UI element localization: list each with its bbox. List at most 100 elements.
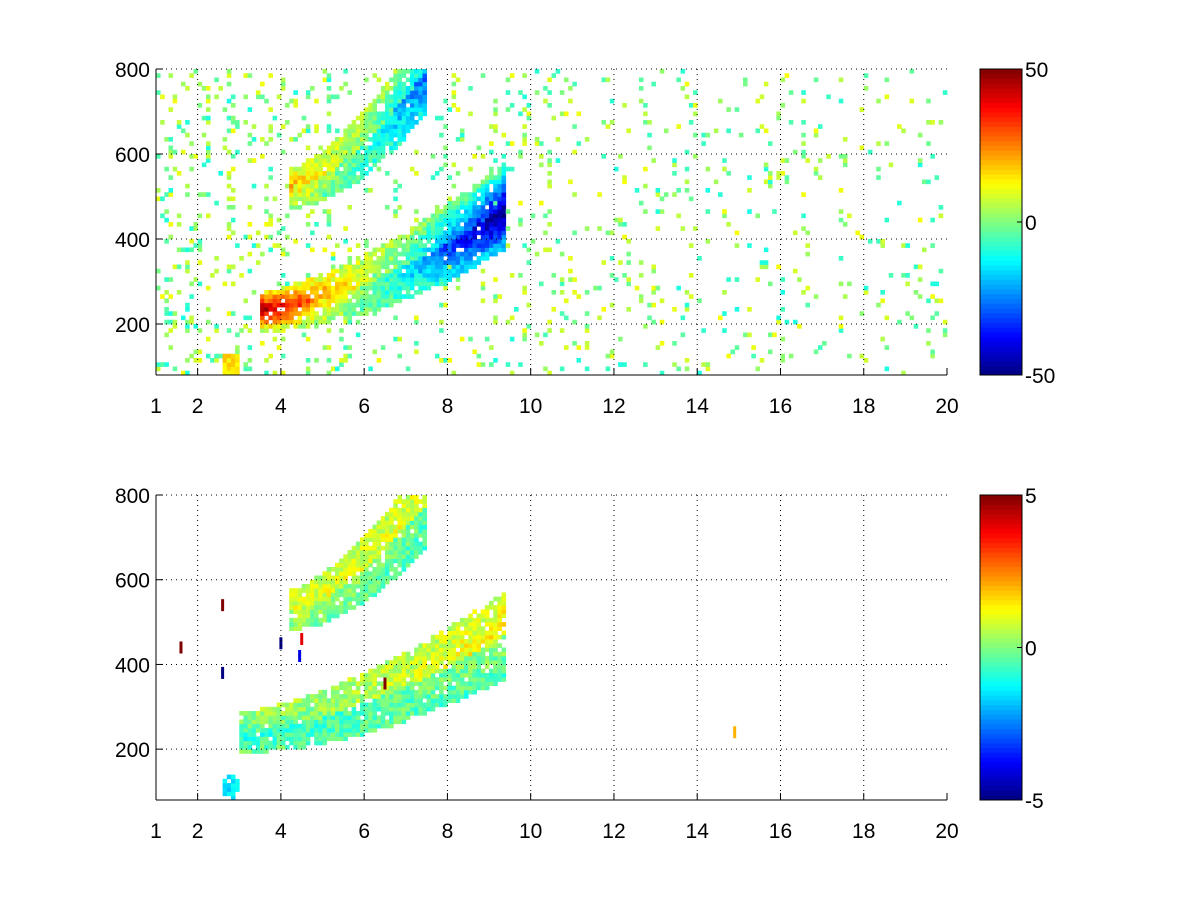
heatmap-cell	[297, 588, 303, 593]
heatmap-cell	[239, 740, 244, 746]
heatmap-cell	[384, 685, 390, 691]
heatmap-cell	[343, 285, 348, 291]
heatmap-cell	[805, 230, 811, 236]
heatmap-cell	[405, 277, 411, 282]
heatmap-cell	[409, 511, 415, 517]
heatmap-cell	[484, 192, 490, 197]
heatmap-cell	[426, 702, 432, 708]
heatmap-cell	[501, 630, 507, 636]
heatmap-cell	[368, 528, 373, 534]
heatmap-cell	[434, 660, 440, 665]
heatmap-cell	[401, 507, 407, 513]
heatmap-cell	[226, 175, 232, 180]
heatmap-cell	[164, 192, 169, 197]
heatmap-cell	[543, 247, 548, 253]
heatmap-cell	[405, 124, 411, 129]
heatmap-cell	[380, 567, 386, 572]
heatmap-cell	[193, 69, 199, 74]
heatmap-cell	[172, 166, 178, 172]
heatmap-cell	[326, 234, 332, 240]
heatmap-cell	[439, 302, 444, 308]
heatmap-cell	[414, 281, 419, 287]
heatmap-cell	[451, 222, 457, 227]
heatmap-cell	[351, 571, 357, 576]
heatmap-cell	[547, 328, 552, 333]
heatmap-cell	[489, 166, 494, 172]
heatmap-cell	[301, 727, 307, 733]
heatmap-cell	[293, 715, 298, 720]
heatmap-cell	[422, 681, 427, 687]
heatmap-cell	[489, 196, 494, 202]
heatmap-cell	[464, 243, 469, 248]
heatmap-cell	[722, 290, 727, 295]
heatmap-cell	[443, 643, 448, 648]
heatmap-cell	[489, 677, 494, 682]
heatmap-cell	[484, 226, 490, 231]
heatmap-cell	[314, 583, 319, 589]
heatmap-cell	[230, 128, 236, 134]
heatmap-cell	[276, 243, 282, 248]
heatmap-cell	[380, 537, 386, 542]
heatmap-cell	[330, 162, 336, 168]
heatmap-cell	[351, 554, 357, 559]
heatmap-cell	[368, 588, 373, 593]
heatmap-cell	[297, 617, 303, 623]
heatmap-cell	[551, 115, 557, 121]
heatmap-cell	[455, 639, 461, 644]
heatmap-cell	[230, 205, 236, 210]
heatmap-cell	[305, 583, 311, 589]
colorbar-swatch	[980, 135, 1022, 142]
heatmap-cell	[389, 660, 394, 665]
heatmap-cell	[260, 744, 265, 750]
heatmap-cell	[364, 149, 369, 155]
heatmap-cell	[335, 685, 340, 691]
heatmap-cell	[917, 294, 923, 299]
heatmap-cell	[355, 550, 361, 555]
heatmap-cell	[322, 192, 328, 197]
heatmap-cell	[276, 727, 282, 733]
heatmap-cell	[389, 672, 394, 678]
heatmap-cell	[297, 711, 303, 716]
heatmap-cell	[364, 268, 369, 274]
heatmap-cell	[364, 533, 369, 538]
heatmap-cell	[405, 706, 411, 712]
heatmap-cell	[418, 90, 423, 95]
heatmap-cell	[859, 311, 865, 316]
heatmap-cell	[401, 111, 407, 117]
heatmap-cell	[251, 732, 257, 737]
heatmap-cell	[384, 111, 390, 117]
heatmap-cell	[372, 124, 378, 129]
heatmap-cell	[168, 277, 174, 282]
heatmap-cell	[468, 251, 473, 257]
colorbar-swatch	[980, 107, 1022, 113]
heatmap-cell	[330, 273, 336, 278]
heatmap-cell	[347, 562, 353, 568]
heatmap-cell	[351, 592, 357, 598]
heatmap-cell	[372, 115, 378, 121]
heatmap-cell	[351, 579, 357, 585]
heatmap-cell	[355, 541, 361, 547]
heatmap-cell	[384, 545, 390, 551]
heatmap-cell	[659, 341, 665, 346]
heatmap-cell	[393, 268, 398, 274]
heatmap-cell	[368, 723, 373, 729]
heatmap-cell	[430, 268, 436, 274]
colorbar-swatch	[980, 288, 1022, 295]
heatmap-cell	[480, 613, 486, 619]
heatmap-cell	[276, 94, 282, 100]
heatmap-cell	[389, 94, 394, 100]
heatmap-cell	[409, 256, 415, 261]
heatmap-cell	[443, 124, 448, 129]
heatmap-cell	[484, 622, 490, 627]
heatmap-cell	[243, 362, 248, 367]
colorbar-swatch	[980, 202, 1022, 209]
heatmap-cell	[247, 744, 253, 750]
heatmap-cell	[638, 298, 644, 304]
heatmap-cell	[489, 626, 494, 631]
heatmap-cell	[376, 294, 382, 299]
heatmap-cell	[314, 702, 319, 708]
heatmap-cell	[364, 290, 369, 295]
heatmap-cell	[314, 171, 319, 176]
heatmap-cell	[489, 213, 494, 219]
heatmap-cell	[584, 328, 590, 333]
